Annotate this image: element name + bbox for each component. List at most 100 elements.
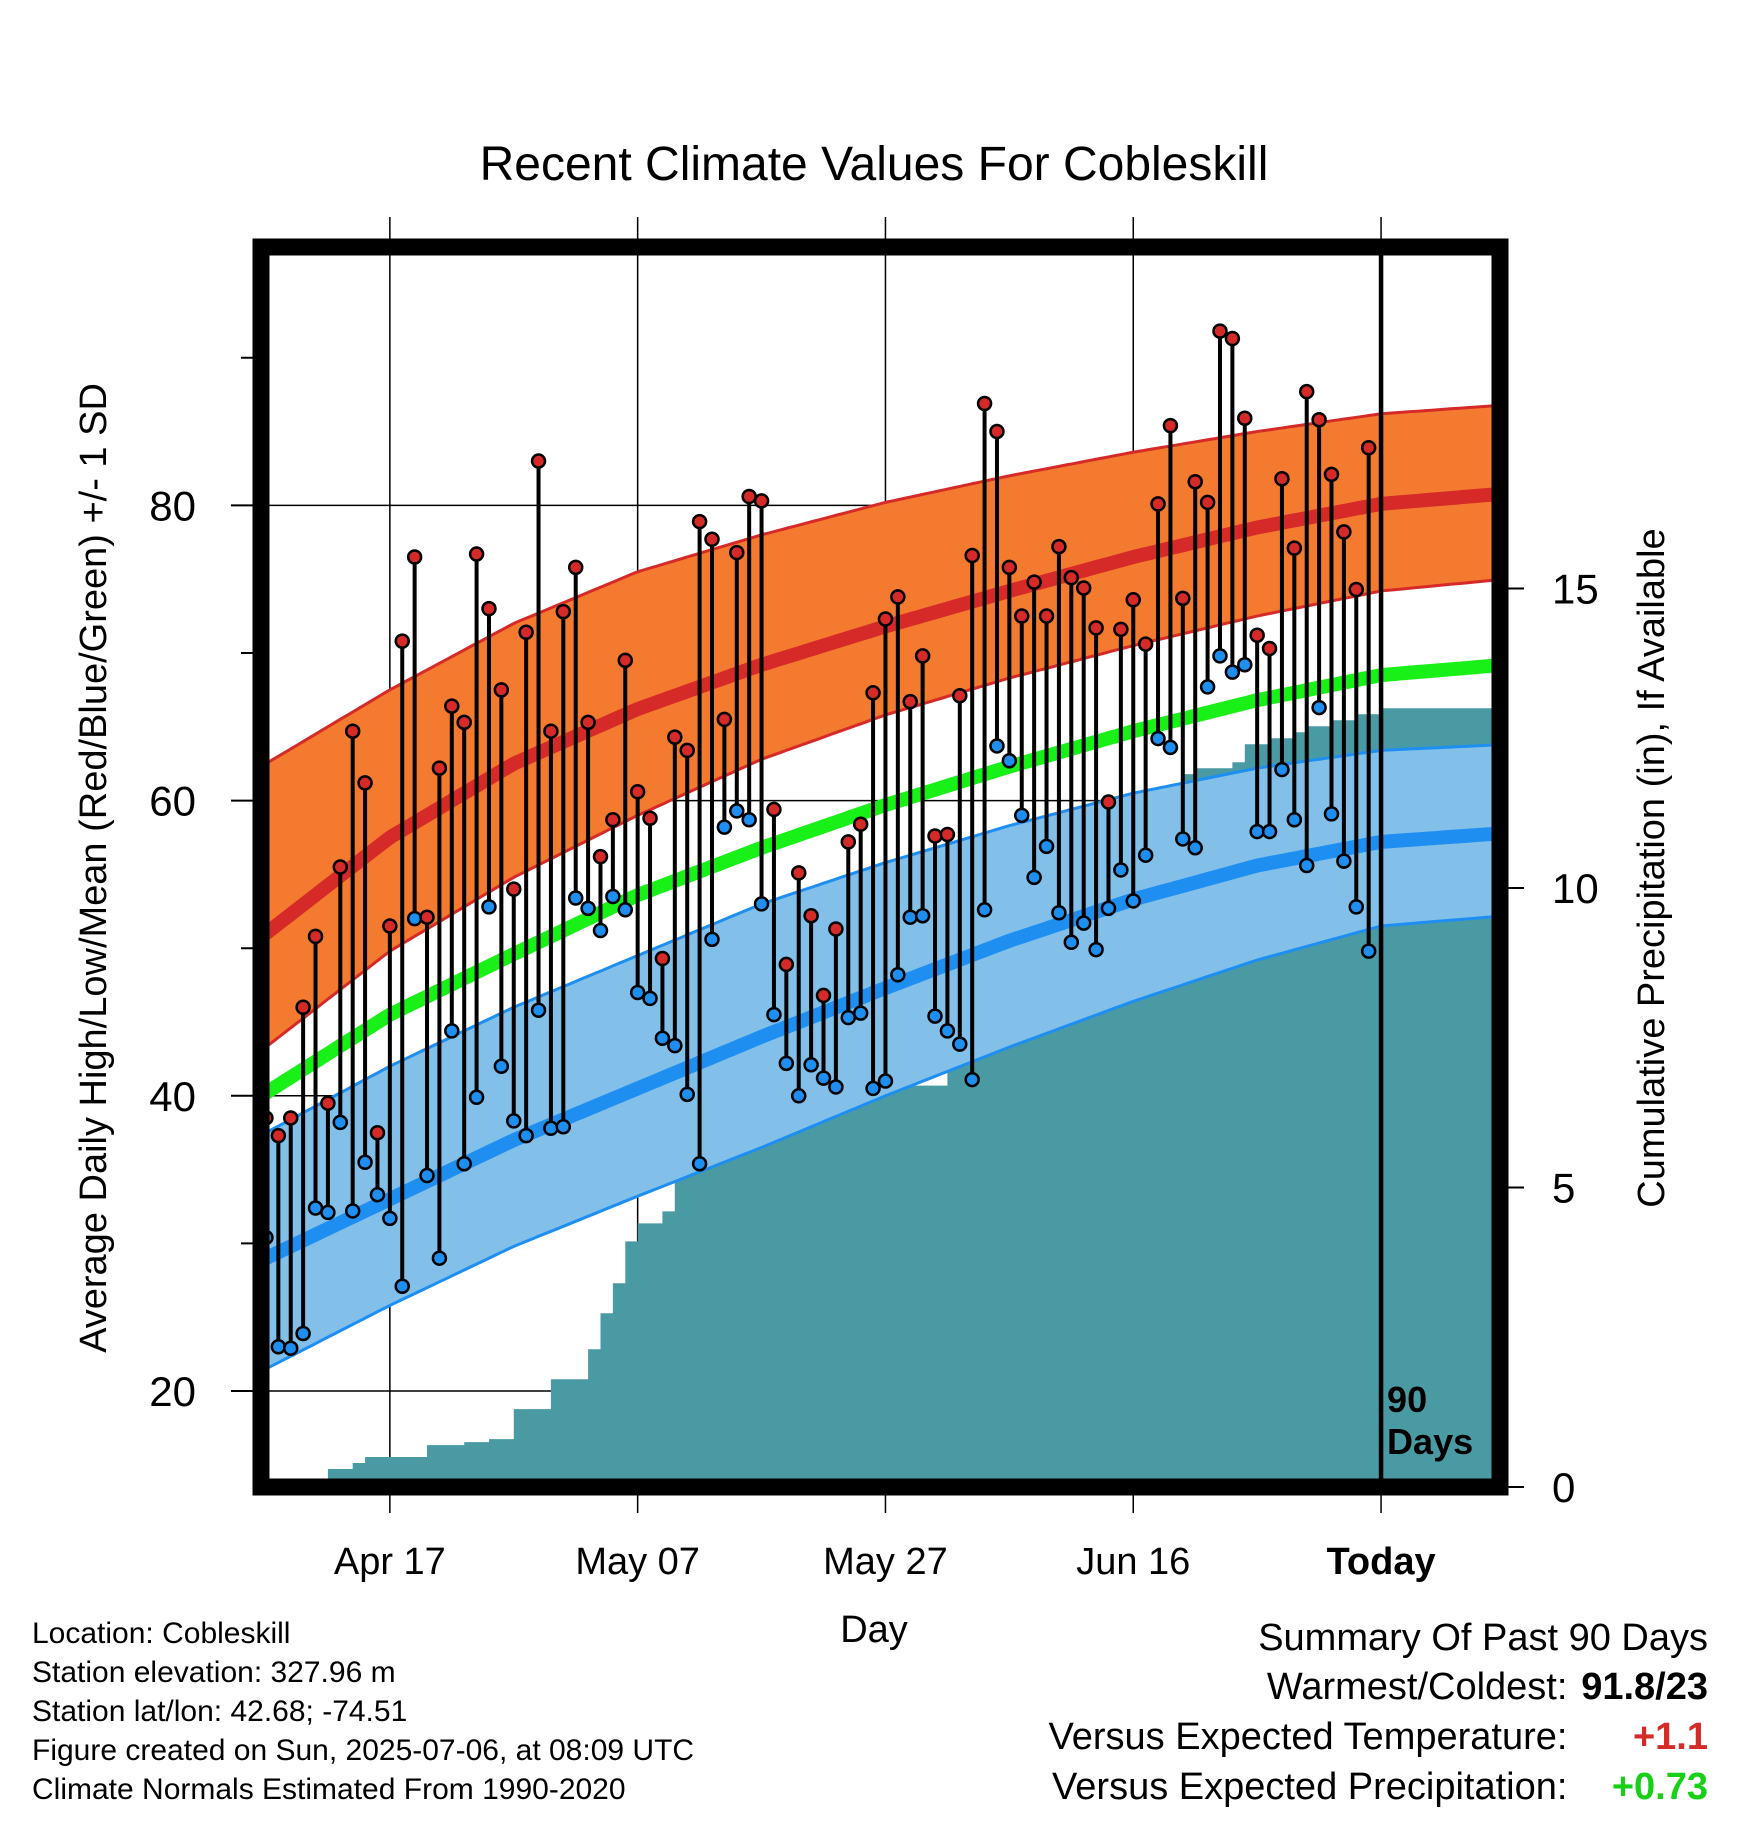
high-point-14 <box>431 760 448 776</box>
high-point-11 <box>394 633 410 649</box>
low-point-22 <box>530 1002 547 1018</box>
high-point-58 <box>976 395 993 412</box>
low-point-87 <box>1336 853 1352 869</box>
low-point-3 <box>295 1325 311 1342</box>
temp-value: +1.1 <box>1632 1716 1708 1758</box>
high-point-54 <box>927 828 943 844</box>
low-point-31 <box>642 990 658 1007</box>
high-point-32 <box>654 950 671 967</box>
low-point-56 <box>952 1036 968 1052</box>
x-tick-label-50: May 27 <box>823 1541 948 1583</box>
low-point-18 <box>481 899 497 915</box>
high-point-65 <box>1063 569 1080 586</box>
low-point-41 <box>766 1006 782 1023</box>
summary-title: Summary Of Past 90 Days <box>1258 1617 1708 1659</box>
low-point-46 <box>828 1079 844 1095</box>
high-point-8 <box>357 775 373 791</box>
low-point-8 <box>357 1154 373 1170</box>
low-point-26 <box>580 900 596 917</box>
high-point-42 <box>778 956 795 973</box>
high-point-55 <box>939 826 956 843</box>
high-point-64 <box>1051 538 1067 555</box>
x-tick-label-30: May 07 <box>575 1541 700 1583</box>
warmest-value: 91.8/23 <box>1581 1666 1708 1708</box>
y-axis-label: Average Daily High/Low/Mean (Red/Blue/Gr… <box>73 383 115 1353</box>
low-point-85 <box>1311 699 1327 716</box>
y-tick-label-40: 40 <box>149 1073 196 1120</box>
high-point-59 <box>989 423 1005 440</box>
low-point-4 <box>307 1200 324 1216</box>
high-point-51 <box>890 589 906 605</box>
high-point-10 <box>382 918 398 934</box>
high-upper-line <box>260 403 1501 766</box>
high-point-82 <box>1274 471 1290 487</box>
high-sd-band <box>261 405 1500 1048</box>
low-point-6 <box>332 1114 349 1131</box>
low-point-78 <box>1224 664 1241 680</box>
bottom-axis: Apr 17 May 07 May 27 Jun 16 Today <box>334 1541 1436 1583</box>
low-point-60 <box>1001 752 1018 769</box>
high-point-44 <box>803 907 819 924</box>
high-point-4 <box>307 928 324 945</box>
low-point-23 <box>543 1120 559 1137</box>
high-point-36 <box>704 531 720 548</box>
low-point-7 <box>344 1203 361 1219</box>
high-point-41 <box>766 801 782 818</box>
precip-label: Versus Expected Precipitation: <box>1052 1766 1568 1808</box>
high-point-2 <box>282 1110 299 1126</box>
high-point-30 <box>629 783 646 800</box>
right-axis: 0 5 10 15 <box>1500 565 1599 1511</box>
high-point-18 <box>481 600 497 617</box>
precip-value: +0.73 <box>1611 1766 1708 1808</box>
left-axis: 20 40 60 80 <box>149 356 261 1415</box>
high-point-79 <box>1237 410 1253 426</box>
temp-label: Versus Expected Temperature: <box>1048 1716 1568 1758</box>
low-point-50 <box>877 1073 894 1089</box>
high-point-53 <box>914 648 931 664</box>
low-point-59 <box>989 738 1005 754</box>
latlon-text: Station lat/lon: 42.68; -74.51 <box>32 1695 408 1728</box>
low-point-11 <box>394 1278 410 1294</box>
y2-tick-label-10: 10 <box>1552 865 1599 912</box>
high-point-38 <box>729 544 745 561</box>
high-point-34 <box>679 742 695 759</box>
high-point-48 <box>852 816 869 832</box>
high-point-52 <box>902 693 918 710</box>
low-point-70 <box>1125 893 1142 909</box>
high-point-37 <box>716 711 733 728</box>
summary-precip-row: Versus Expected Precipitation: +0.73 <box>1049 1762 1708 1812</box>
low-point-83 <box>1286 812 1303 828</box>
low-point-76 <box>1199 679 1216 695</box>
high-point-46 <box>828 921 844 937</box>
high-point-1 <box>270 1127 287 1144</box>
x-axis-label: Day <box>840 1609 908 1651</box>
station-info: Location: Cobleskill Station elevation: … <box>32 1614 694 1809</box>
low-point-88 <box>1348 899 1365 915</box>
y-tick-label-60: 60 <box>149 778 196 825</box>
low-point-65 <box>1063 934 1080 951</box>
low-point-14 <box>431 1250 448 1266</box>
low-point-81 <box>1261 823 1278 840</box>
low-point-38 <box>729 803 745 819</box>
low-point-55 <box>939 1023 956 1039</box>
y2-axis-label: Cumulative Precipitation (in), If Availa… <box>1631 528 1673 1207</box>
low-point-30 <box>629 984 646 1001</box>
high-point-15 <box>444 698 460 714</box>
low-point-34 <box>679 1086 695 1103</box>
low-point-71 <box>1137 847 1154 863</box>
summary-temp-row: Versus Expected Temperature: +1.1 <box>1049 1712 1708 1762</box>
summary-warmest-row: Warmest/Coldest: 91.8/23 <box>1049 1662 1708 1712</box>
high-point-19 <box>493 682 510 698</box>
high-point-24 <box>555 603 572 620</box>
low-point-15 <box>444 1023 460 1039</box>
high-point-6 <box>332 859 349 875</box>
high-point-85 <box>1311 411 1327 428</box>
low-sd-band <box>261 744 1500 1369</box>
low-point-16 <box>456 1155 472 1172</box>
elevation-text: Station elevation: 327.96 m <box>32 1656 396 1689</box>
low-point-32 <box>654 1030 671 1046</box>
high-point-12 <box>406 549 423 565</box>
high-point-80 <box>1249 627 1265 643</box>
